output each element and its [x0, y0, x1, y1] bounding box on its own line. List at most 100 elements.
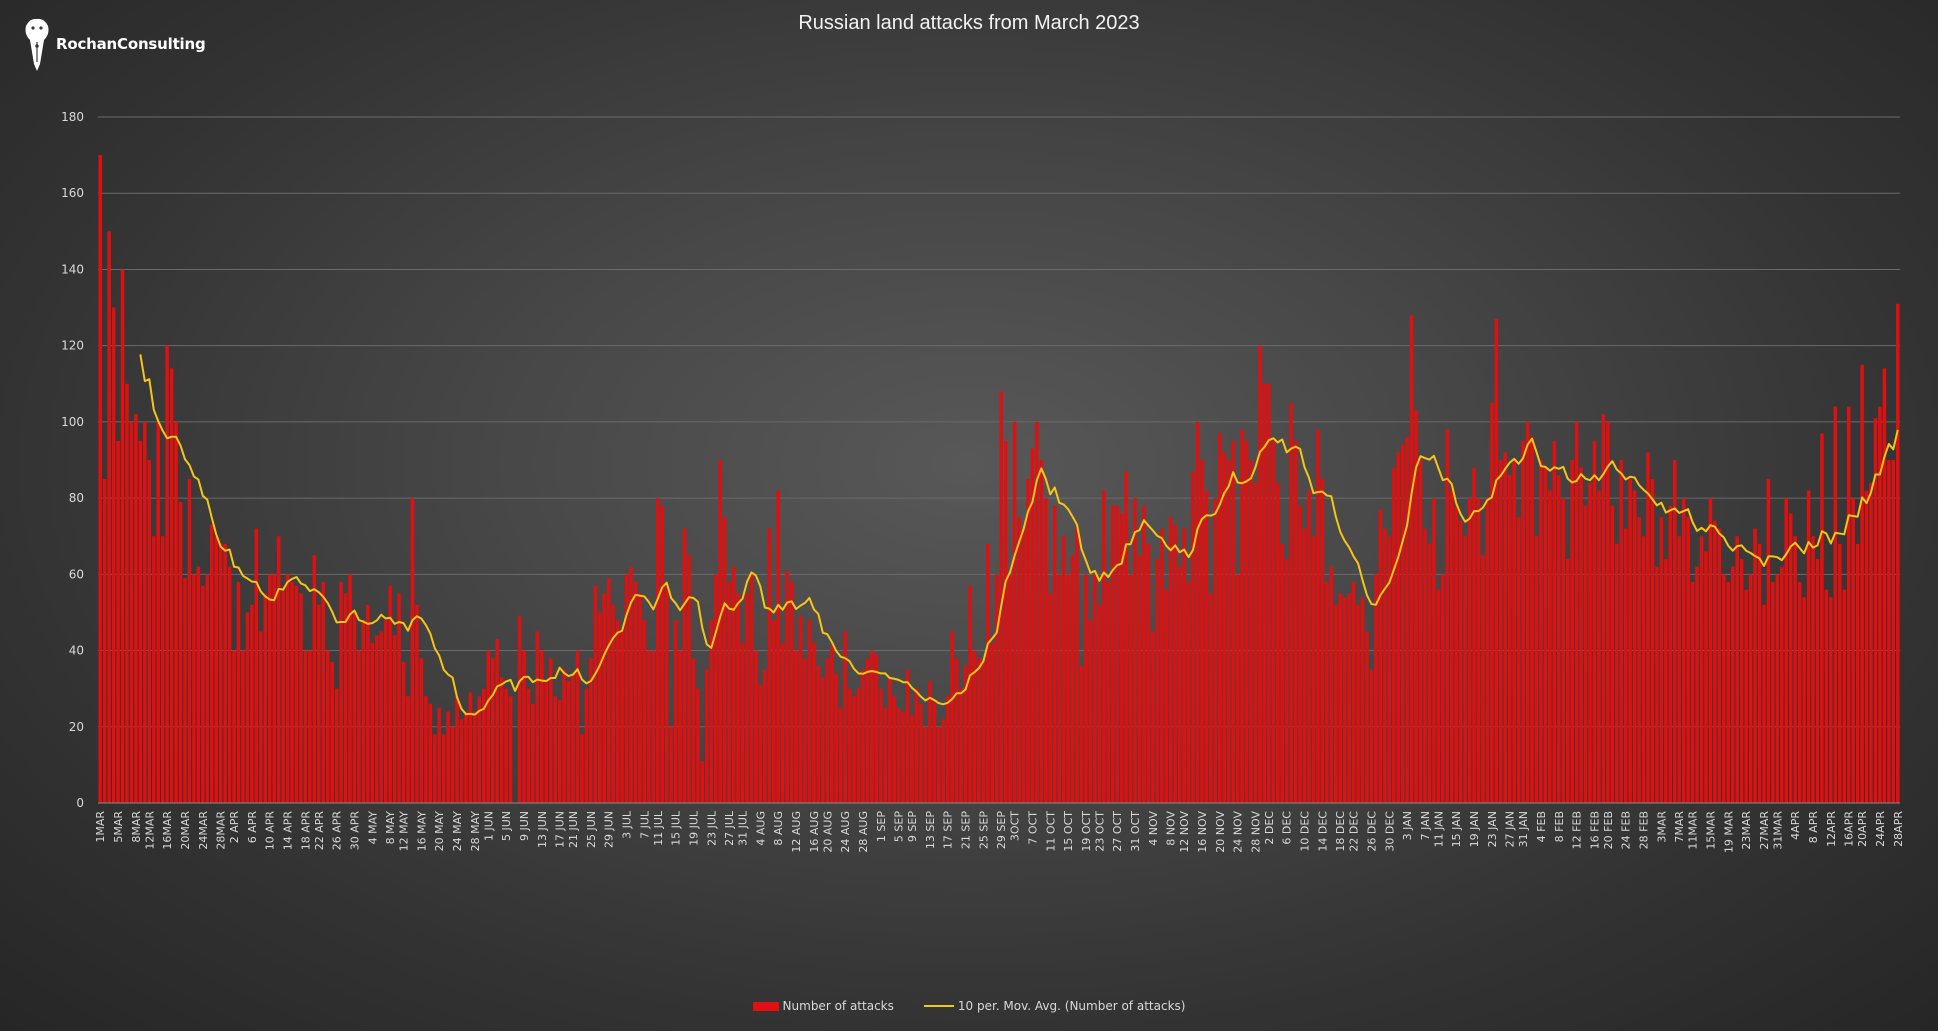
bar [901, 711, 905, 803]
x-tick-label: 3MAR [1655, 811, 1668, 843]
x-tick-label: 16MAR [161, 811, 174, 850]
bar [1610, 505, 1615, 803]
x-tick-label: 28 MAY [469, 811, 482, 852]
bar [1356, 604, 1360, 803]
bar [705, 669, 709, 803]
bar [598, 612, 602, 803]
bar [803, 658, 807, 803]
x-tick-label: 19 JAN [1468, 811, 1481, 847]
x-tick-label: 23MAR [1740, 811, 1753, 850]
bar [1632, 490, 1637, 803]
bar [798, 616, 803, 803]
bar [1284, 559, 1289, 803]
bar [410, 498, 415, 803]
x-tick-label: 12APR [1825, 811, 1838, 847]
bar [945, 696, 950, 803]
bar [1427, 543, 1432, 803]
bar [210, 524, 214, 803]
bar [1008, 574, 1012, 803]
x-tick-label: 28 AUG [857, 811, 870, 853]
x-tick-label: 24 NOV [1232, 811, 1245, 853]
bar [1463, 536, 1467, 803]
x-tick-label: 6 DEC [1281, 811, 1294, 845]
bar [1070, 555, 1075, 803]
bar [1476, 498, 1481, 803]
x-tick-label: 4 MAY [366, 811, 379, 845]
x-tick-label: 22 APR [313, 811, 326, 851]
x-tick-label: 4 FEB [1535, 811, 1548, 842]
bar [633, 581, 638, 803]
x-tick-label: 27 JAN [1504, 811, 1517, 847]
x-tick-label: 15 JAN [1450, 811, 1463, 847]
bar [1516, 517, 1521, 803]
bar [477, 696, 482, 803]
x-tick-label: 2 APR [228, 811, 241, 844]
bar [1142, 505, 1146, 803]
x-tick-label: 4APR [1789, 811, 1802, 840]
bar [1815, 559, 1820, 803]
bar [1432, 498, 1436, 803]
bar [887, 677, 892, 803]
bar [763, 669, 767, 803]
bar [1846, 406, 1851, 803]
x-tick-label: 5MAR [112, 811, 125, 843]
bar [1606, 421, 1610, 803]
bar [317, 604, 321, 803]
bar [1392, 467, 1396, 803]
x-tick-label: 9 JUN [518, 811, 531, 841]
x-tick-label: 21 JUN [567, 811, 580, 848]
x-tick-label: 16APR [1843, 811, 1856, 847]
bar [459, 719, 464, 803]
bar [1860, 364, 1864, 803]
bar [1226, 460, 1231, 803]
bar [1249, 460, 1253, 803]
bar [205, 574, 210, 803]
x-tick-label: 7 OCT [1027, 811, 1040, 845]
bar [1668, 505, 1673, 803]
bar [785, 570, 789, 803]
x-tick-label: 9 SEP [906, 811, 919, 842]
bar [1499, 460, 1503, 803]
bar [1507, 475, 1512, 803]
bar [981, 658, 986, 803]
bar [1673, 460, 1677, 803]
bar [1289, 402, 1293, 803]
x-tick-label: 18 APR [299, 811, 312, 851]
bar [535, 631, 540, 803]
bar [1583, 505, 1588, 803]
bar [1467, 498, 1472, 803]
x-tick-label: 24 AUG [839, 811, 852, 853]
bar [1329, 566, 1334, 803]
x-tick-label: 25 SEP [977, 811, 990, 849]
bar [348, 574, 352, 803]
x-tick-label: 7MAR [1673, 811, 1686, 843]
bar [1383, 528, 1387, 803]
bar [1552, 440, 1557, 803]
bar [687, 555, 691, 803]
bar [1088, 620, 1093, 803]
y-tick-label: 120 [61, 339, 84, 353]
bar [1084, 574, 1088, 803]
bar [611, 604, 615, 803]
bar [700, 761, 705, 803]
x-tick-label: 3OCT [1009, 811, 1022, 841]
bar [1048, 593, 1053, 803]
bar [1400, 444, 1405, 803]
bar [1699, 536, 1704, 803]
bar [736, 593, 740, 803]
bar [357, 650, 361, 803]
bar [1445, 429, 1450, 803]
x-tick-label: 20 MAY [433, 811, 446, 852]
bar [1298, 505, 1302, 803]
bar [1793, 536, 1797, 803]
bar [437, 707, 441, 803]
x-tick-label: 15 JUL [670, 810, 683, 846]
bar [1579, 467, 1583, 803]
bar [1565, 559, 1570, 803]
x-tick-label: 20MAR [179, 811, 192, 850]
bar [366, 604, 370, 803]
bar [1454, 505, 1458, 803]
bar [415, 604, 419, 803]
bar [1365, 631, 1369, 803]
